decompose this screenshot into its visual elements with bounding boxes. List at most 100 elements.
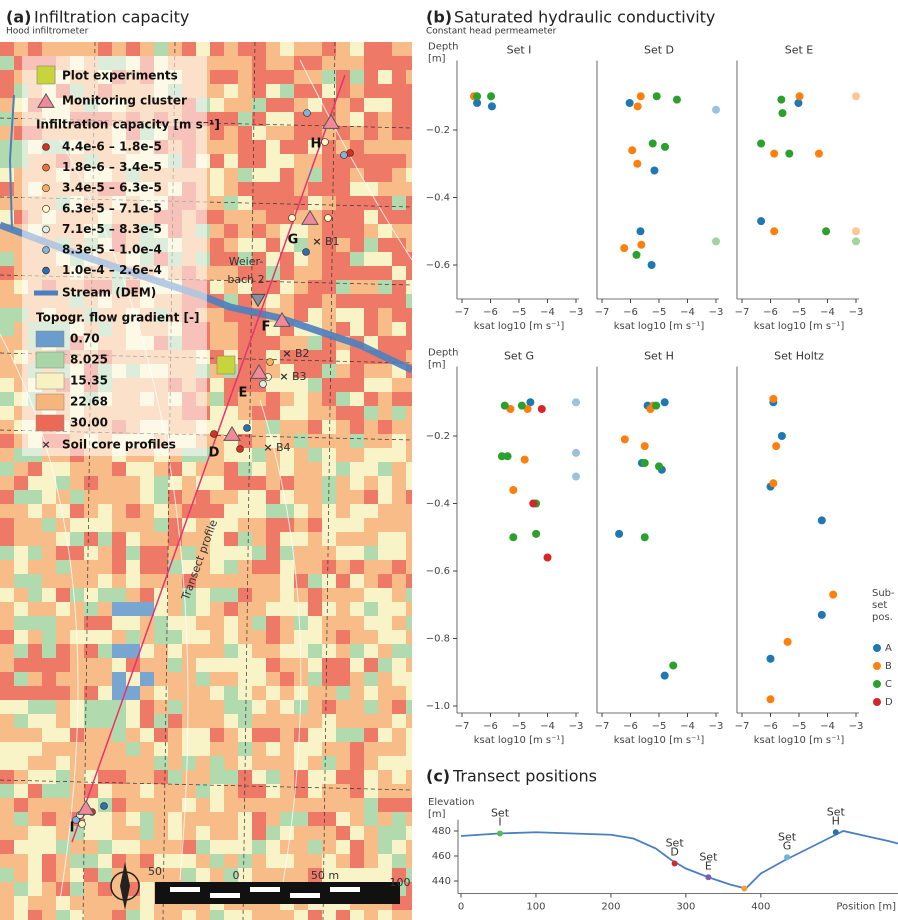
legend-label: 4.4e-6 – 1.8e-5 (62, 140, 162, 154)
map-cell (252, 756, 266, 770)
map-cell (308, 910, 322, 920)
map-cell (140, 602, 154, 616)
map-cell (322, 686, 336, 700)
map-cell (294, 476, 308, 490)
map-cell (308, 448, 322, 462)
map-cell (392, 602, 406, 616)
map-cell (266, 616, 280, 630)
data-point (615, 529, 624, 538)
map-cell (112, 476, 126, 490)
map-cell (56, 518, 70, 532)
map-cell (168, 658, 182, 672)
map-cell (182, 728, 196, 742)
map-cell (224, 84, 238, 98)
map-cell (294, 714, 308, 728)
map-cell (182, 700, 196, 714)
map-cell (252, 742, 266, 756)
map-cell (84, 686, 98, 700)
map-cell (364, 714, 378, 728)
map-cell (322, 84, 336, 98)
map-cell (378, 588, 392, 602)
map-cell (336, 784, 350, 798)
map-cell (294, 616, 308, 630)
map-cell (14, 868, 28, 882)
map-cell (266, 378, 280, 392)
data-point (537, 405, 546, 413)
map-cell (168, 770, 182, 784)
map-cell (280, 742, 294, 756)
map-cell (0, 434, 14, 448)
x-tick-label: −6 (483, 307, 498, 318)
map-cell (252, 252, 266, 266)
map-cell (224, 336, 238, 350)
map-cell (336, 112, 350, 126)
map-cell (168, 714, 182, 728)
map-cell (84, 644, 98, 658)
map-cell (322, 420, 336, 434)
map-cell (406, 266, 412, 280)
transect-line (71, 74, 346, 843)
map-cell (350, 560, 364, 574)
data-point (572, 398, 580, 407)
map-cell (406, 532, 412, 546)
map-cell (238, 252, 252, 266)
map-cell (84, 560, 98, 574)
map-cell (364, 644, 378, 658)
legend-swatch (873, 698, 881, 706)
data-point (652, 401, 661, 410)
map-cell (168, 826, 182, 840)
map-cell (252, 140, 266, 154)
map-cell (294, 84, 308, 98)
map-cell (0, 770, 14, 784)
map-cell (378, 868, 392, 882)
map-cell (336, 490, 350, 504)
map-cell (378, 756, 392, 770)
map-cell (266, 812, 280, 826)
map-cell (280, 98, 294, 112)
map-cell (224, 42, 238, 56)
map-cell (238, 868, 252, 882)
map-cell (308, 518, 322, 532)
map-cell (70, 896, 84, 910)
map-cell (364, 364, 378, 378)
map-cell (294, 364, 308, 378)
map-cell (14, 672, 28, 686)
map-cell (378, 742, 392, 756)
map-cell (378, 154, 392, 168)
map-cell (392, 140, 406, 154)
map-cell (196, 546, 210, 560)
map-cell (406, 714, 412, 728)
map-cell (336, 574, 350, 588)
map-cell (210, 322, 224, 336)
map-cell (210, 644, 224, 658)
map-cell (224, 854, 238, 868)
map-cell (294, 406, 308, 420)
map-cell (308, 126, 322, 140)
map-cell (28, 560, 42, 574)
map-cell (126, 630, 140, 644)
map-cell (364, 658, 378, 672)
map-cell (322, 770, 336, 784)
map-cell (0, 868, 14, 882)
panel-subtitle: Hood infiltrometer (6, 27, 89, 37)
map-cell (280, 756, 294, 770)
map-cell (154, 686, 168, 700)
map-cell (238, 490, 252, 504)
map-cell (336, 84, 350, 98)
data-point (795, 92, 804, 101)
station-label: bach 2 (227, 273, 264, 286)
map-cell (182, 672, 196, 686)
y-tick-label: −0.6 (426, 260, 450, 271)
legend-label: Stream (DEM) (62, 286, 156, 300)
map-cell (154, 588, 168, 602)
map-cell (42, 812, 56, 826)
panel-subtitle: Constant head permeameter (426, 27, 557, 37)
map-cell (168, 742, 182, 756)
map-cell (252, 238, 266, 252)
map-cell (98, 42, 112, 56)
map-cell (140, 728, 154, 742)
map-cell (406, 84, 412, 98)
map-cell (406, 644, 412, 658)
data-point (772, 442, 781, 451)
map-cell (140, 560, 154, 574)
